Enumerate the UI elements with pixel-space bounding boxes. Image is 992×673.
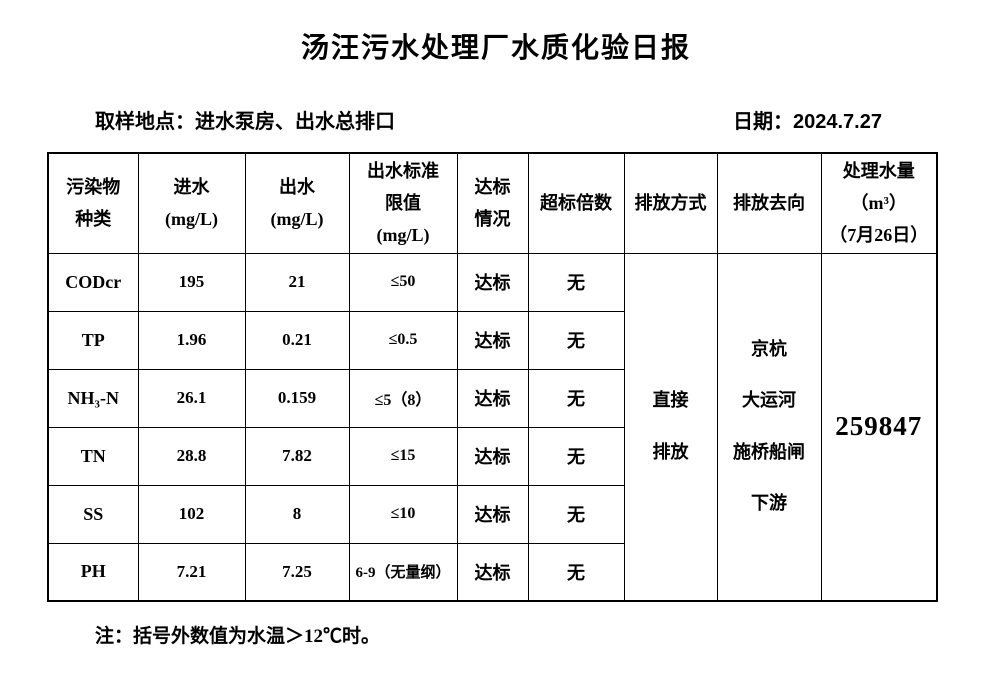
cell-discharge-method: 直接 排放 [623, 252, 718, 602]
table-row-nh3n: NH₃-N 26.1 0.159 ≤5（8） 达标 无 [47, 368, 937, 428]
cell-status: 达标 [456, 310, 529, 370]
cell-pollutant: TN [47, 426, 139, 486]
cell-pollutant: PH [47, 542, 139, 602]
cell-limit: ≤10 [348, 484, 458, 544]
table-row-ph: PH 7.21 7.25 6-9（无量纲） 达标 无 [47, 542, 937, 602]
cell-inflow: 26.1 [137, 368, 246, 428]
cell-limit: ≤0.5 [348, 310, 458, 370]
cell-treated-water-volume: 259847 [820, 252, 938, 602]
table-header-row: 污染物 种类 进水 (mg/L) 出水 (mg/L) 出水标准 限值 (mg/L… [47, 152, 938, 254]
cell-outflow: 0.159 [244, 368, 350, 428]
table-row-codcr: CODcr 195 21 ≤50 达标 无 直接 排放 京杭 大运河 施桥船闸 … [47, 252, 938, 602]
cell-outflow: 7.25 [244, 542, 350, 602]
cell-status: 达标 [456, 252, 529, 312]
cell-exceed: 无 [527, 542, 625, 602]
cell-limit: ≤15 [348, 426, 458, 486]
cell-inflow: 1.96 [137, 310, 246, 370]
cell-exceed: 无 [527, 484, 625, 544]
cell-limit: 6-9（无量纲） [348, 542, 458, 602]
cell-exceed: 无 [527, 310, 625, 370]
col-header-status: 达标 情况 [456, 152, 529, 254]
report-date-text: 日期：2024.7.27 [733, 111, 882, 133]
cell-status: 达标 [456, 368, 529, 428]
cell-exceed: 无 [527, 368, 625, 428]
cell-outflow: 8 [244, 484, 350, 544]
sampling-point-text: 取样地点：进水泵房、出水总排口 [95, 111, 395, 133]
page-title: 汤汪污水处理厂水质化验日报 [300, 32, 691, 63]
cell-pollutant: NH₃-N [47, 368, 139, 428]
table-row-tn: TN 28.8 7.82 ≤15 达标 无 [47, 426, 937, 486]
cell-pollutant: SS [47, 484, 139, 544]
col-header-discharge-method: 排放方式 [623, 152, 718, 254]
water-quality-table: 污染物 种类 进水 (mg/L) 出水 (mg/L) 出水标准 限值 (mg/L… [47, 152, 938, 602]
cell-exceed: 无 [527, 252, 625, 312]
cell-outflow: 0.21 [244, 310, 350, 370]
cell-outflow: 7.82 [244, 426, 350, 486]
cell-inflow: 7.21 [137, 542, 246, 602]
cell-inflow: 195 [137, 252, 246, 312]
cell-status: 达标 [456, 426, 529, 486]
cell-exceed: 无 [527, 426, 625, 486]
cell-status: 达标 [456, 484, 529, 544]
col-header-pollutant: 污染物 种类 [47, 152, 139, 254]
col-header-treated-water: 处理水量 （m³） （7月26日） [820, 152, 938, 254]
cell-inflow: 28.8 [137, 426, 246, 486]
col-header-discharge-destination: 排放去向 [716, 152, 822, 254]
footnote-text: 注：括号外数值为水温＞12℃时。 [95, 626, 381, 647]
cell-limit: ≤50 [348, 252, 458, 312]
cell-pollutant: TP [47, 310, 139, 370]
table-row-ss: SS 102 8 ≤10 达标 无 [47, 484, 937, 544]
col-header-inflow: 进水 (mg/L) [137, 152, 246, 254]
col-header-exceed: 超标倍数 [527, 152, 625, 254]
cell-discharge-destination: 京杭 大运河 施桥船闸 下游 [716, 252, 822, 602]
col-header-outflow: 出水 (mg/L) [244, 152, 350, 254]
cell-pollutant: CODcr [47, 252, 139, 312]
cell-status: 达标 [456, 542, 529, 602]
cell-limit: ≤5（8） [348, 368, 458, 428]
table-row-tp: TP 1.96 0.21 ≤0.5 达标 无 [47, 310, 937, 370]
cell-inflow: 102 [137, 484, 246, 544]
cell-outflow: 21 [244, 252, 350, 312]
col-header-limit: 出水标准 限值 (mg/L) [348, 152, 458, 254]
